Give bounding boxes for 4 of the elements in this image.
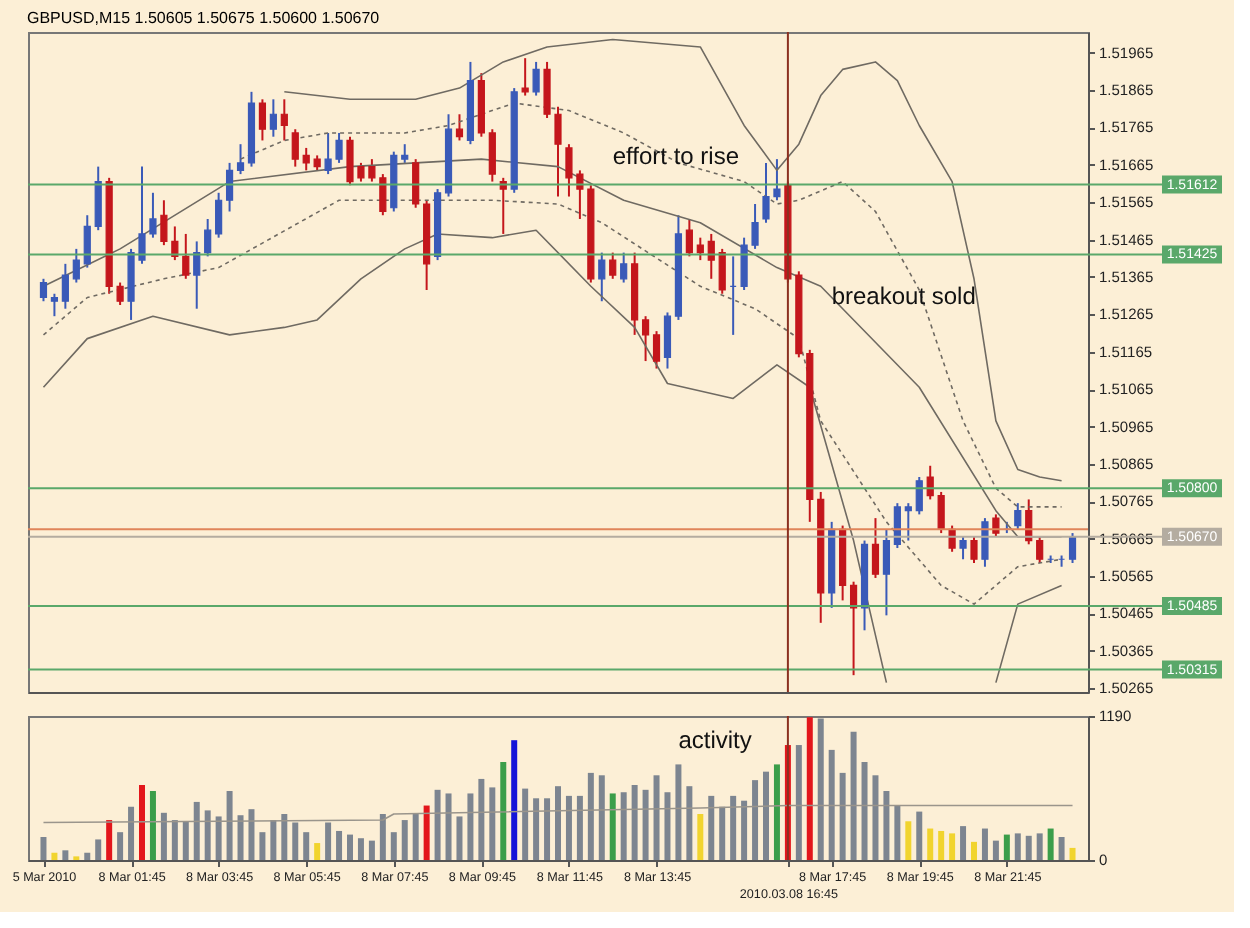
annotation: effort to rise bbox=[612, 142, 740, 170]
annotation: activity bbox=[678, 726, 752, 754]
chart-title: GBPUSD,M15 1.50605 1.50675 1.50600 1.50670 bbox=[27, 9, 381, 27]
annotation: breakout sold bbox=[831, 282, 976, 310]
